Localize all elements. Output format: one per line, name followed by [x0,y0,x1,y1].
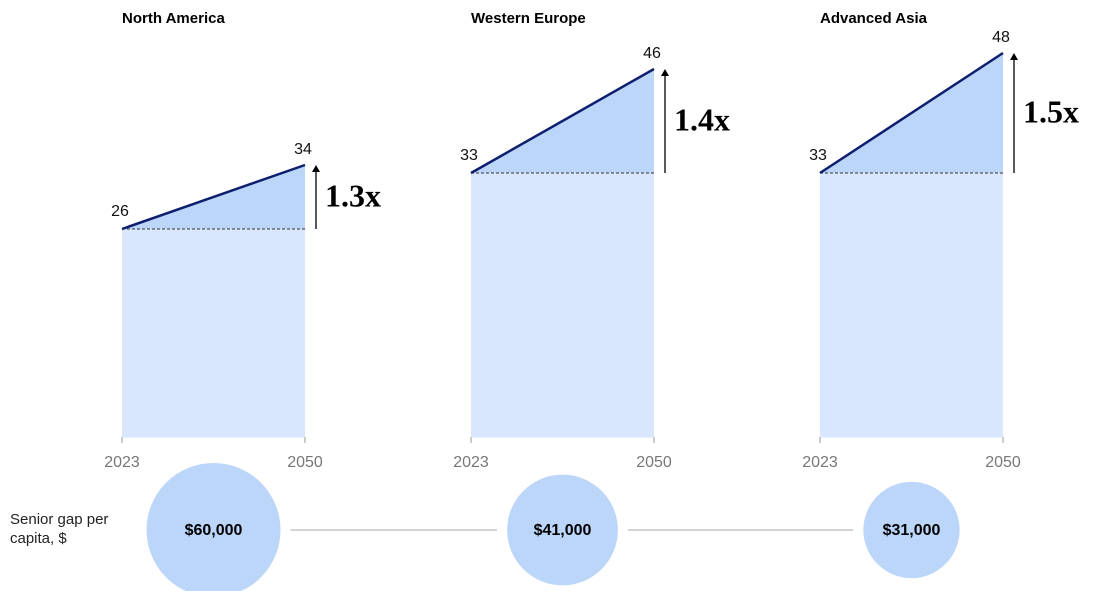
line [470,67,655,175]
x-tick-label: 2050 [636,454,672,471]
x-tick-label: 2050 [287,454,323,471]
chart-title: Advanced Asia [820,10,928,27]
chart-title: Western Europe [471,10,586,27]
area-base [122,229,305,437]
x-tick-label: 2023 [104,454,140,471]
bubble-label: $31,000 [883,522,941,539]
chart-title: North America [122,10,225,27]
bubble [507,474,618,586]
value-label: 34 [294,141,312,158]
value-label: 33 [460,147,478,164]
value-label: 33 [809,147,827,164]
bubble-label: $60,000 [185,522,243,539]
area-base [820,173,1003,437]
multiplier: 1.5x [1023,93,1079,129]
x-tick-label: 2023 [453,454,489,471]
value-label: 46 [643,45,661,62]
x-tick-label: 2050 [985,454,1021,471]
area-base [471,173,654,437]
line [819,51,1004,175]
value-label: 48 [992,29,1010,46]
arrow-head [1010,53,1018,60]
line [121,163,306,231]
bubble-label: $41,000 [534,522,592,539]
bubble [146,463,281,591]
value-label: 26 [111,203,129,220]
multiplier: 1.3x [325,177,381,213]
bubble [863,481,960,579]
x-tick-label: 2023 [802,454,838,471]
arrow-head [661,69,669,76]
arrow-head [312,165,320,172]
bubble-row-label: Senior gap per capita, $ [10,511,109,547]
multiplier: 1.4x [674,101,730,137]
